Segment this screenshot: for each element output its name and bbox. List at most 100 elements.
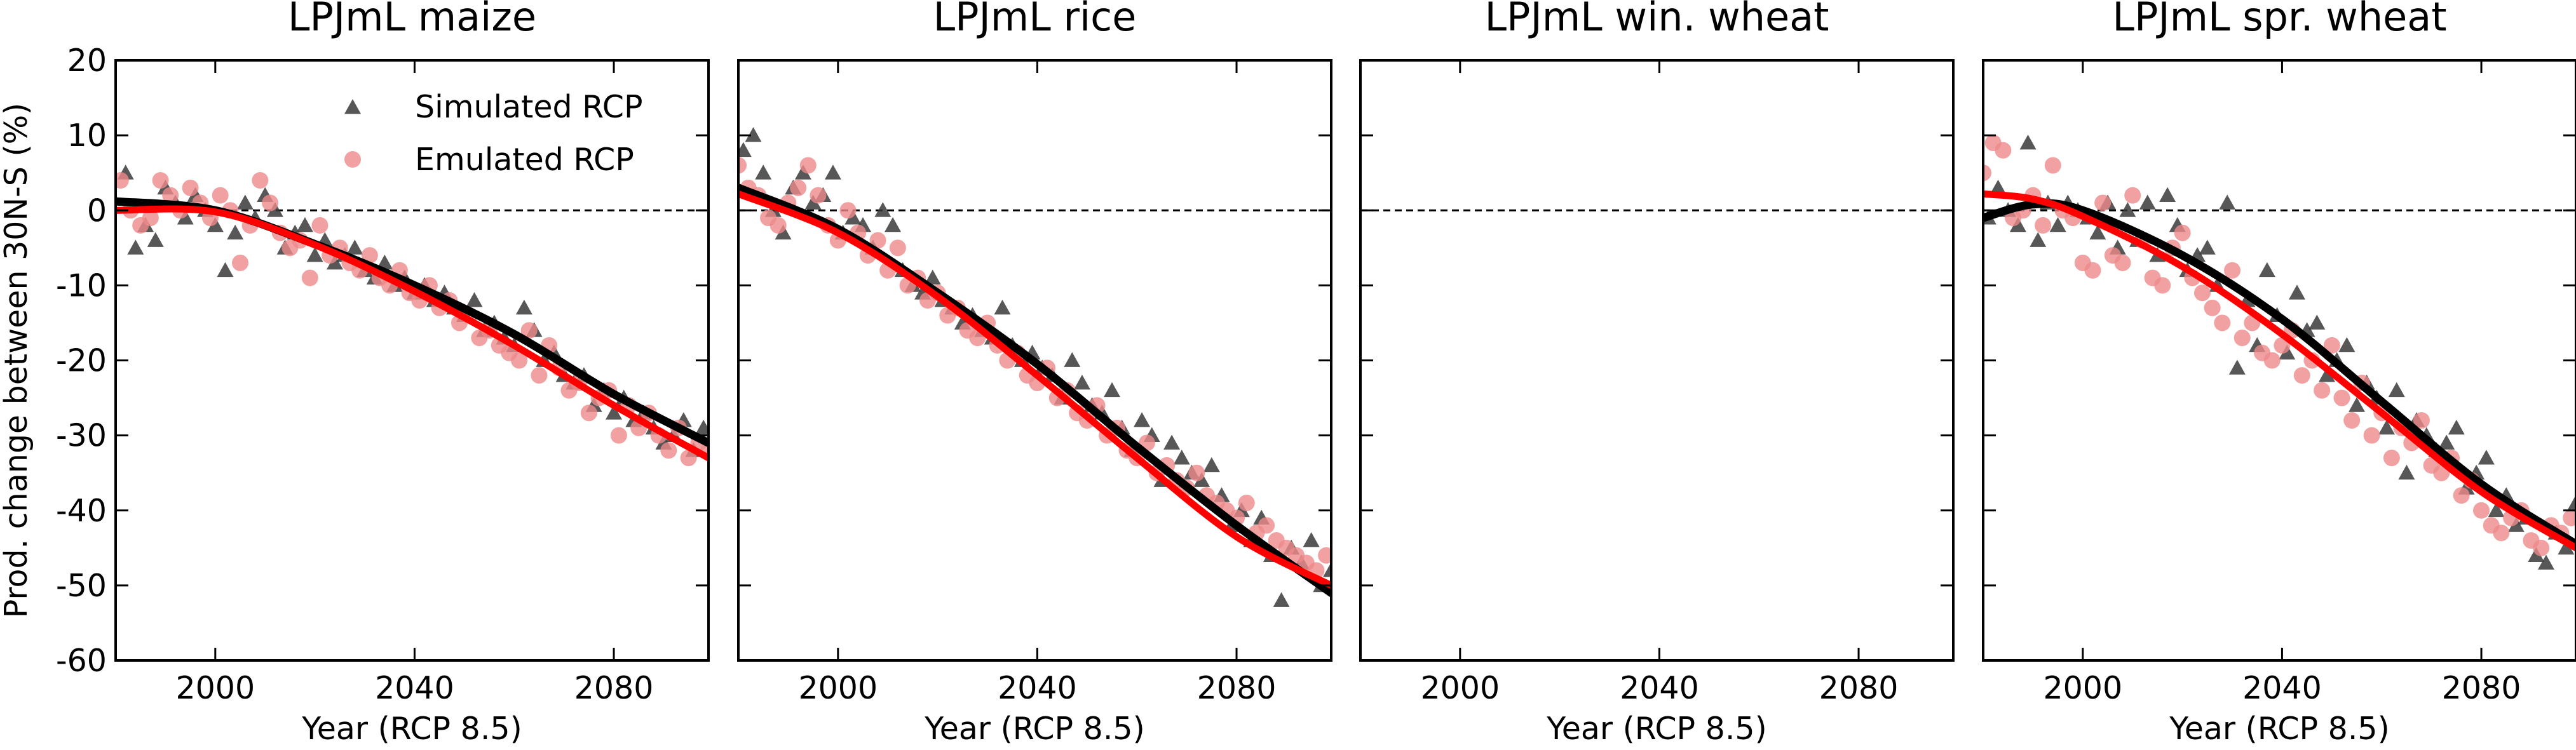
simulated-point	[1134, 412, 1151, 427]
y-tick-label: -50	[56, 568, 107, 604]
panel-title: LPJmL maize	[288, 0, 536, 40]
simulated-point	[924, 269, 941, 285]
simulated-point	[844, 210, 862, 225]
simulated-point	[1203, 457, 1220, 472]
simulated-point	[127, 239, 144, 255]
emulated-point	[799, 157, 817, 174]
simulated-point	[2438, 434, 2455, 450]
emulated-point	[869, 232, 886, 249]
simulated-point	[2537, 554, 2554, 570]
simulated-point	[2507, 517, 2525, 532]
emulated-point	[2343, 412, 2361, 429]
x-tick-label: 2080	[2442, 670, 2521, 706]
simulated-point	[874, 202, 891, 217]
simulated-point	[227, 224, 244, 240]
simulated-point	[2089, 224, 2106, 240]
emulated-point	[1258, 517, 1275, 534]
emulated-point	[162, 187, 179, 204]
simulated-point	[2558, 539, 2575, 555]
emulated-point	[2413, 412, 2430, 429]
emulated-point	[889, 239, 906, 257]
simulated-point	[1173, 450, 1190, 465]
simulated-point	[2338, 337, 2356, 352]
simulated-point	[2030, 232, 2047, 247]
emulated-point	[769, 217, 787, 234]
simulated-point	[2199, 239, 2216, 255]
emulated-point	[531, 367, 548, 384]
simulated-point	[804, 194, 822, 210]
simulated-point	[1303, 532, 1320, 547]
emulated-point	[2323, 337, 2340, 354]
simulated-point	[2378, 419, 2396, 435]
simulated-point	[2159, 187, 2176, 203]
legend-emulated-label: Emulated RCP	[415, 142, 634, 178]
emulated-point	[311, 217, 329, 234]
x-axis-label: Year (RCP 8.5)	[2169, 711, 2389, 747]
simulated-point	[466, 292, 483, 307]
emulated-point	[2154, 277, 2171, 294]
emulated-point	[2084, 262, 2101, 279]
emulated-point	[2124, 187, 2141, 204]
simulated-point	[177, 210, 194, 225]
chart-panel-1: LPJmL maize 20 10 0 -10 -20 -30 -40 -50 -60 2000 20…	[56, 0, 710, 747]
simulated-point	[2049, 217, 2066, 232]
simulated-point	[885, 217, 902, 232]
simulated-point	[346, 239, 363, 255]
x-axis-label: Year (RCP 8.5)	[301, 711, 522, 747]
emulated-point	[2234, 330, 2251, 347]
simulated-point	[236, 194, 254, 210]
emulated-point	[152, 172, 169, 189]
emulated-point	[1995, 142, 2012, 159]
simulated-point	[606, 405, 623, 420]
simulated-point	[1323, 562, 1331, 577]
emulated-point	[520, 322, 538, 339]
simulated-point	[2279, 344, 2296, 360]
emulated-point	[2383, 450, 2400, 467]
emulated-point	[2493, 525, 2510, 542]
x-tick-label: 2000	[798, 670, 878, 706]
y-tick-label: -40	[56, 493, 107, 529]
emulated-point	[232, 254, 249, 271]
simulated-point	[695, 419, 708, 435]
emulated-point	[790, 179, 807, 196]
chart-panel-3: LPJmL win. wheat 2000 2040 2080 Year (RCP 8.…	[1359, 0, 1955, 747]
emulated-point	[810, 187, 827, 204]
x-tick-label: 2000	[1420, 670, 1500, 706]
emulated-point	[2094, 194, 2112, 211]
simulated-point	[2019, 134, 2037, 150]
emulated-point	[610, 427, 627, 444]
simulated-point	[2478, 450, 2495, 465]
emulated-point	[2214, 314, 2231, 331]
simulated-point	[745, 127, 762, 142]
y-tick-label: 0	[87, 192, 107, 229]
y-tick-label: -60	[56, 643, 107, 679]
data-marks	[116, 164, 708, 467]
y-tick-label: 20	[67, 43, 107, 79]
emulated-point	[182, 179, 199, 196]
emulated-point	[2453, 487, 2470, 504]
simulated-point	[376, 254, 393, 270]
simulated-point	[326, 254, 343, 270]
emulated-point	[2204, 299, 2221, 316]
simulated-point	[738, 142, 752, 157]
emulated-point	[2333, 389, 2350, 406]
simulated-point	[1073, 374, 1090, 390]
simulated-point	[775, 224, 792, 240]
emulated-point	[262, 194, 279, 211]
simulated-point	[1193, 472, 1210, 487]
simulated-point	[147, 232, 164, 247]
emulated-point	[142, 210, 159, 227]
panel-title: LPJmL rice	[933, 0, 1137, 40]
emulated-point	[2473, 502, 2490, 519]
x-tick-label: 2040	[2242, 670, 2322, 706]
emulated-fit-line	[116, 205, 708, 462]
chart-panel-4: LPJmL spr. wheat 2000 2040 2080 Year (RCP 8.…	[1982, 0, 2576, 747]
simulated-point	[2318, 367, 2335, 382]
simulated-point	[2009, 217, 2026, 232]
x-tick-label: 2040	[998, 670, 1077, 706]
emulated-point	[301, 269, 318, 286]
simulated-point	[994, 299, 1011, 315]
emulated-point	[1188, 464, 1205, 481]
simulated-point	[2398, 464, 2415, 480]
